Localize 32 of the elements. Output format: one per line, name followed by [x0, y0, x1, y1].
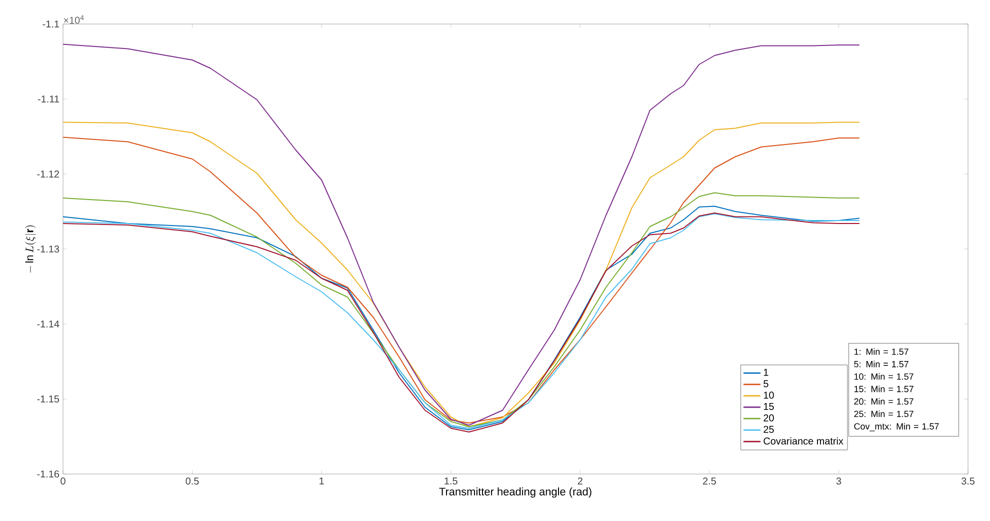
- annotation: 10: Min = 1.57: [854, 373, 914, 380]
- annotation: 1: Min = 1.57: [854, 348, 908, 355]
- y-tick-label: -1.12: [37, 170, 59, 178]
- y-tick-label: -1.1: [42, 20, 59, 28]
- annotation: 20: Min = 1.57: [854, 398, 914, 405]
- legend-label: 5: [764, 380, 768, 388]
- legend-label: 10: [764, 392, 774, 399]
- legend-label: 25: [764, 426, 774, 433]
- x-axis-title: Transmitter heading angle (rad): [439, 487, 592, 498]
- annotation: 15: Min = 1.57: [854, 386, 914, 392]
- text: ×10$^{4}$: [64, 15, 84, 24]
- y-tick-label: -1.14: [37, 320, 60, 328]
- y-axis-title: $-\ln L(\xi|\mathbf{r})$: [25, 226, 36, 273]
- x-tick-label: 2: [578, 478, 582, 484]
- x-tick-label: 1: [320, 478, 324, 484]
- x-tick-label: 2.5: [703, 478, 716, 485]
- x-tick-label: 3: [836, 478, 842, 485]
- legend-label: 15: [764, 403, 774, 410]
- annotation: 25: Min = 1.57: [854, 410, 914, 418]
- annotation: 5: Min = 1.57: [854, 360, 908, 368]
- y-tick-label: -1.13: [37, 245, 60, 253]
- legend-label: Covariance matrix: [764, 437, 844, 445]
- annotation: Cov_mtx: Min = 1.57: [854, 422, 939, 432]
- x-tick-label: 3.5: [961, 478, 975, 485]
- y-tick-label: -1.15: [37, 396, 60, 402]
- x-tick-label: 0: [60, 478, 66, 485]
- x-tick-label: 0.5: [186, 478, 199, 485]
- legend-label: 20: [764, 414, 774, 422]
- y-tick-label: -1.11: [38, 96, 59, 102]
- legend-label: 1: [764, 368, 768, 376]
- x-tick-label: 1.5: [444, 478, 458, 484]
- y-tick-label: -1.16: [37, 470, 60, 478]
